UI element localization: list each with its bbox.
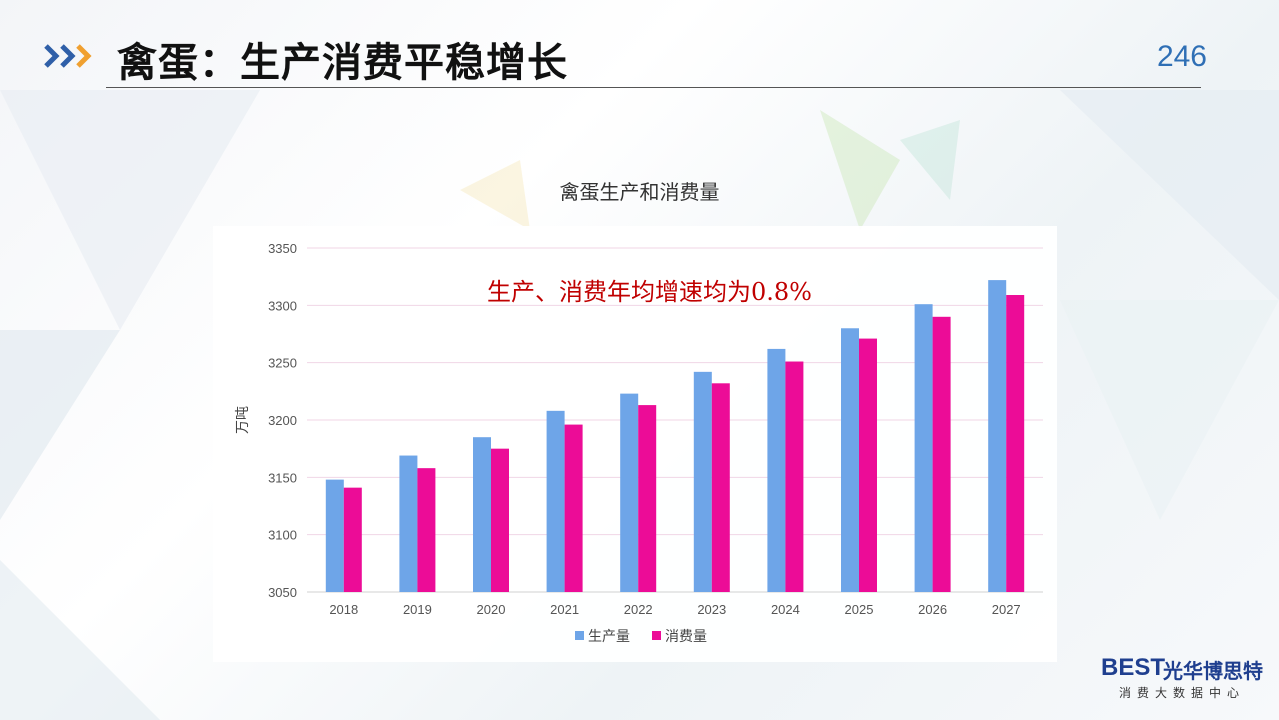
bar-consumption xyxy=(638,405,657,592)
growth-annotation: 生产、消费年均增速均为0.8% xyxy=(487,278,812,306)
y-tick-label: 3300 xyxy=(268,298,297,313)
bar-production xyxy=(473,437,491,592)
x-tick-label: 2022 xyxy=(624,602,653,617)
y-tick-label: 3050 xyxy=(268,585,297,600)
bar-consumption xyxy=(343,487,362,592)
y-tick-label: 3150 xyxy=(268,470,297,485)
x-tick-label: 2027 xyxy=(992,602,1021,617)
y-axis-label: 万吨 xyxy=(235,406,251,434)
bar-production xyxy=(914,304,933,592)
x-tick-label: 2026 xyxy=(918,602,947,617)
y-tick-label: 3200 xyxy=(268,413,297,428)
bar-production xyxy=(693,371,712,592)
bar-production xyxy=(399,455,418,592)
bar-production xyxy=(988,280,1007,592)
y-tick-label: 3250 xyxy=(268,356,297,371)
logo-name: 光华博思特 xyxy=(1163,659,1263,683)
bar-consumption xyxy=(785,361,804,592)
legend-label-production: 生产量 xyxy=(588,629,630,645)
x-tick-label: 2021 xyxy=(550,602,579,617)
bar-consumption xyxy=(417,468,436,592)
company-logo: BEST 光华博思特 消费大数据中心 xyxy=(1101,654,1271,704)
page-title: 禽蛋：生产消费平稳增长 xyxy=(117,40,568,86)
bar-production xyxy=(546,410,565,592)
slide-header: 禽蛋：生产消费平稳增长 246 xyxy=(0,0,1279,92)
bar-chart: 3050 3100 3150 3200 3250 3300 3350 万吨 2018 2019 20… xyxy=(235,241,1043,645)
legend-swatch-production xyxy=(575,631,584,640)
chart-panel: 3050 3100 3150 3200 3250 3300 3350 万吨 2018 2019 20… xyxy=(213,226,1057,662)
bar-production xyxy=(620,393,639,592)
bar-consumption xyxy=(711,383,730,592)
bar-production xyxy=(841,328,859,592)
header-divider xyxy=(106,87,1201,88)
legend-swatch-consumption xyxy=(652,631,661,640)
legend-label-consumption: 消费量 xyxy=(665,629,707,645)
x-tick-label: 2020 xyxy=(477,602,506,617)
bar-production xyxy=(767,348,786,592)
chart-title: 禽蛋生产和消费量 xyxy=(559,180,720,204)
y-tick-label: 3100 xyxy=(268,528,297,543)
page-number: 246 xyxy=(1156,40,1207,73)
x-tick-label: 2023 xyxy=(697,602,726,617)
x-tick-label: 2024 xyxy=(771,602,800,617)
chevrons-icon xyxy=(44,44,92,68)
bar-consumption xyxy=(859,338,877,592)
y-tick-label: 3350 xyxy=(268,241,297,256)
x-tick-label: 2018 xyxy=(329,602,358,617)
bar-consumption xyxy=(564,424,583,592)
logo-mark: BEST xyxy=(1101,654,1166,681)
bar-production xyxy=(325,479,344,592)
x-tick-label: 2025 xyxy=(845,602,874,617)
bar-consumption xyxy=(932,316,951,592)
bar-consumption xyxy=(1006,295,1025,592)
x-tick-label: 2019 xyxy=(403,602,432,617)
bar-consumption xyxy=(491,448,509,592)
logo-subtitle: 消费大数据中心 xyxy=(1119,686,1246,700)
